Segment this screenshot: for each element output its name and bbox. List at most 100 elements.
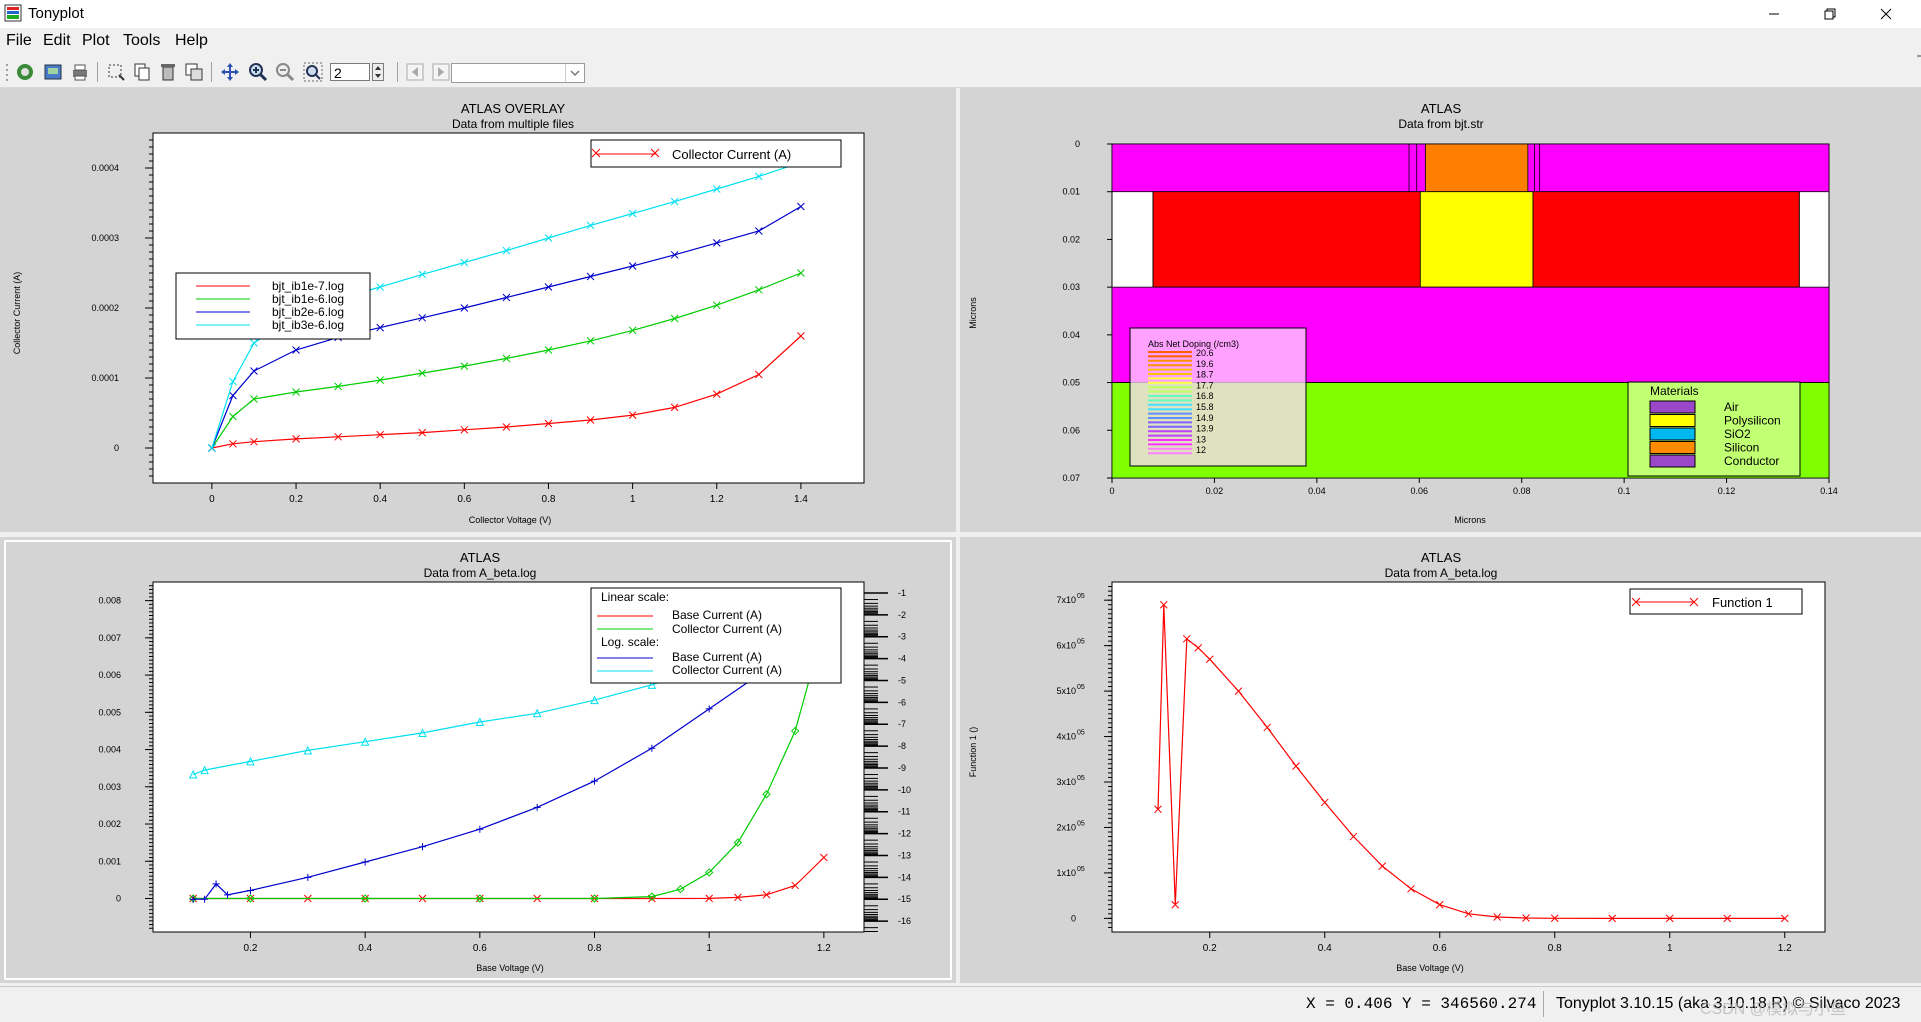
plot-panel-top-left[interactable]: ATLAS OVERLAY Data from multiple files 0… [0, 88, 956, 532]
data-point [628, 262, 637, 270]
x-tick-label: 1.2 [710, 494, 724, 505]
delete-icon[interactable] [157, 61, 179, 83]
data-point [334, 432, 342, 441]
data-point [544, 283, 553, 291]
y-tick-label: 0.0001 [91, 373, 119, 383]
data-point [376, 430, 385, 439]
scale-legend: Linear scale: Base Current (A) Collector… [590, 587, 842, 684]
series-line [211, 205, 802, 449]
data-point [1550, 914, 1559, 923]
plot-title: ATLAS [1421, 101, 1462, 116]
plot-panel-bottom-left[interactable]: ATLAS Data from A_beta.log 0.2 0.4 0.6 0.8 1… [0, 537, 956, 983]
data-point [502, 423, 511, 431]
y2-tick-label: -3 [898, 632, 906, 642]
y-tick-label: 3x10 [1056, 777, 1076, 787]
data-point [292, 346, 300, 354]
next-frame-icon[interactable] [430, 61, 452, 83]
x-tick-label: 0.6 [1433, 943, 1447, 954]
restore-button[interactable] [1802, 0, 1858, 28]
minimize-button[interactable] [1746, 0, 1802, 28]
plot-panel-bottom-right[interactable]: ATLAS Data from A_beta.log 0.2 0.4 0.6 0.8 1… [960, 537, 1921, 983]
menu-plot[interactable]: Plot [82, 32, 110, 49]
data-point [460, 362, 469, 370]
y-tick-label: 0.0004 [91, 163, 119, 173]
zoom-out-icon[interactable] [274, 61, 296, 83]
menu-edit[interactable]: Edit [43, 32, 71, 49]
version-info: Tonyplot 3.10.15 (aka 3.10.18.R) © Silva… [1556, 995, 1901, 1012]
y2-tick-label: -7 [898, 719, 906, 729]
data-point [705, 705, 713, 713]
zoom-box-icon[interactable] [302, 61, 324, 83]
data-point [733, 838, 743, 847]
legend-log-base: Base Current (A) [672, 650, 762, 664]
zoom-in-icon[interactable] [247, 61, 269, 83]
pan-icon[interactable] [219, 61, 241, 83]
data-point [1464, 909, 1473, 918]
data-point [201, 895, 209, 903]
data-point [418, 313, 427, 322]
y2-tick-label: -14 [898, 872, 911, 882]
doping-level-label: 15.8 [1196, 402, 1214, 412]
legend-linear-base: Base Current (A) [672, 608, 762, 622]
data-point [670, 403, 679, 412]
x-tick-label: 0.2 [1203, 943, 1217, 954]
data-point [360, 737, 370, 746]
data-point [1780, 914, 1789, 923]
y-tick-exponent: 05 [1077, 866, 1085, 873]
data-point [791, 881, 800, 890]
x-axis-label: Collector Voltage (V) [469, 515, 552, 525]
toolbar-separator [97, 62, 98, 82]
x-axis-label: Base Voltage (V) [1396, 963, 1464, 973]
legend-log-header: Log. scale: [601, 635, 659, 649]
y2-tick-label: -12 [898, 829, 911, 839]
beta-log-plot[interactable]: ATLAS Data from A_beta.log 0.2 0.4 0.6 0.8 1… [0, 537, 956, 983]
menu-help[interactable]: Help [175, 32, 208, 49]
y-tick-exponent: 05 [1077, 820, 1085, 827]
overlay-plot[interactable]: ATLAS OVERLAY Data from multiple files 0… [0, 88, 956, 532]
plot-panel-top-right[interactable]: ATLAS Data from bjt.str 0 0.02 0.04 0.06 0.0… [960, 88, 1921, 532]
select-region-icon[interactable] [105, 61, 127, 83]
print-icon[interactable] [69, 61, 91, 83]
copy-icon[interactable] [131, 61, 153, 83]
plot-selector-combo[interactable] [451, 63, 585, 83]
zoom-level-input[interactable]: 2 [330, 63, 370, 81]
close-button[interactable] [1858, 0, 1914, 28]
data-point [1407, 884, 1415, 893]
data-point [586, 337, 595, 345]
duplicate-icon[interactable] [183, 61, 205, 83]
y-tick-label: 5x10 [1056, 686, 1076, 696]
menu-tools[interactable]: Tools [123, 32, 161, 49]
y-tick-label: 0.003 [98, 782, 121, 792]
data-point [754, 172, 763, 181]
legend-file-3: bjt_ib2e-6.log [272, 305, 344, 319]
data-point [797, 202, 805, 211]
open-icon[interactable] [14, 61, 36, 83]
menu-file[interactable]: File [6, 32, 32, 49]
toolbar-separator [211, 62, 212, 82]
region-emitter-left [1152, 191, 1421, 288]
x-tick-label: 0.8 [588, 943, 602, 954]
menu-bar: File Edit Plot Tools Help [0, 28, 1921, 55]
previous-frame-icon[interactable] [404, 61, 426, 83]
y-tick-label: 0.008 [98, 596, 121, 606]
data-point [590, 695, 599, 705]
data-point [502, 246, 511, 255]
plot-subtitle: Data from A_beta.log [1385, 566, 1498, 580]
toolbar: 2 [0, 57, 1921, 88]
x-tick-label: 0.2 [244, 943, 258, 954]
data-point [1182, 634, 1191, 643]
status-separator [1543, 991, 1544, 1017]
x-tick-label: 0.6 [473, 943, 487, 954]
y-tick-label: 0.06 [1062, 425, 1080, 435]
import-icon[interactable] [42, 61, 64, 83]
data-point [460, 304, 469, 312]
data-point [754, 285, 763, 294]
data-point [460, 425, 469, 434]
y-tick-label: 0.0002 [91, 303, 119, 313]
function-plot[interactable]: ATLAS Data from A_beta.log 0.2 0.4 0.6 0.8 1… [960, 537, 1921, 983]
structure-plot[interactable]: ATLAS Data from bjt.str 0 0.02 0.04 0.06 0.0… [960, 88, 1921, 532]
series-line [211, 335, 802, 449]
y2-tick-label: -15 [898, 894, 911, 904]
zoom-level-spinner[interactable] [372, 63, 384, 81]
x-tick-label: 0.4 [358, 943, 372, 954]
